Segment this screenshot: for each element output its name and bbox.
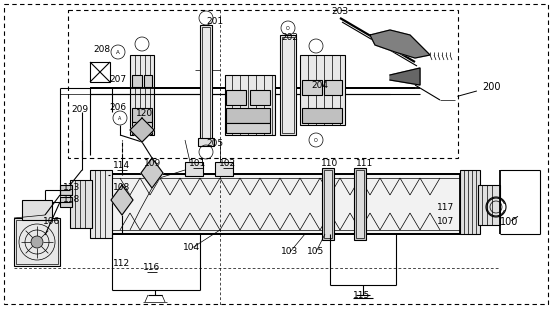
Bar	[16, 220, 58, 264]
Bar	[282, 37, 294, 133]
Bar	[132, 122, 152, 134]
Bar	[300, 55, 345, 125]
Text: 202: 202	[281, 33, 299, 42]
Text: 103: 103	[281, 247, 299, 256]
Text: 208: 208	[93, 46, 111, 55]
Text: 106: 106	[43, 218, 61, 227]
Text: 105: 105	[307, 247, 325, 256]
Bar	[14, 218, 60, 266]
Bar	[70, 180, 92, 228]
Bar	[68, 10, 458, 158]
Bar	[90, 62, 110, 82]
Bar	[302, 80, 322, 95]
Bar	[185, 162, 203, 176]
Text: 109: 109	[145, 158, 162, 167]
Polygon shape	[130, 118, 154, 142]
Bar	[132, 108, 152, 122]
Bar	[356, 170, 364, 238]
Polygon shape	[370, 30, 430, 58]
Bar	[22, 200, 52, 220]
Text: 200: 200	[458, 82, 500, 96]
Bar	[226, 90, 246, 105]
Bar	[324, 170, 332, 238]
Text: 207: 207	[110, 76, 127, 85]
Text: 100: 100	[500, 216, 518, 227]
Text: 114: 114	[113, 161, 131, 170]
Bar	[90, 170, 112, 238]
Bar	[132, 75, 142, 87]
Bar	[198, 138, 214, 146]
Text: 117: 117	[438, 203, 455, 212]
Text: 118: 118	[63, 196, 81, 205]
Bar	[130, 55, 154, 135]
Bar	[225, 75, 275, 135]
Text: 110: 110	[321, 158, 339, 167]
Polygon shape	[141, 158, 163, 188]
Text: 108: 108	[113, 184, 131, 193]
Bar	[478, 185, 500, 225]
Bar	[302, 108, 342, 123]
Text: A: A	[116, 50, 120, 55]
Bar	[354, 168, 366, 240]
Polygon shape	[111, 185, 133, 215]
Text: 116: 116	[143, 263, 161, 272]
Text: 115: 115	[354, 291, 371, 300]
Bar	[226, 108, 270, 123]
Text: 107: 107	[438, 218, 455, 227]
Bar	[226, 123, 270, 133]
Text: 112: 112	[113, 259, 131, 268]
Bar	[324, 80, 342, 95]
Bar	[60, 185, 72, 195]
Text: 203: 203	[331, 7, 349, 16]
Bar	[280, 35, 296, 135]
Circle shape	[31, 236, 43, 248]
Text: 104: 104	[183, 243, 201, 253]
Bar	[250, 90, 270, 105]
Text: 205: 205	[206, 139, 224, 148]
Text: 101: 101	[190, 158, 207, 167]
Bar	[108, 174, 460, 234]
Bar	[460, 170, 480, 234]
Text: 111: 111	[356, 158, 374, 167]
Text: 204: 204	[311, 81, 329, 90]
Text: O: O	[286, 25, 290, 30]
Bar	[202, 27, 210, 141]
Bar	[322, 168, 334, 240]
Bar	[200, 25, 212, 143]
Polygon shape	[390, 68, 420, 85]
Text: 201: 201	[206, 17, 224, 26]
Bar	[215, 162, 233, 176]
Text: 206: 206	[110, 103, 127, 112]
Text: A: A	[118, 116, 122, 121]
Text: 102: 102	[220, 158, 236, 167]
Text: 120: 120	[136, 108, 153, 117]
Text: 113: 113	[63, 184, 81, 193]
Bar	[144, 75, 152, 87]
Bar	[60, 197, 72, 207]
Text: 209: 209	[71, 105, 88, 114]
Text: O: O	[314, 138, 318, 143]
